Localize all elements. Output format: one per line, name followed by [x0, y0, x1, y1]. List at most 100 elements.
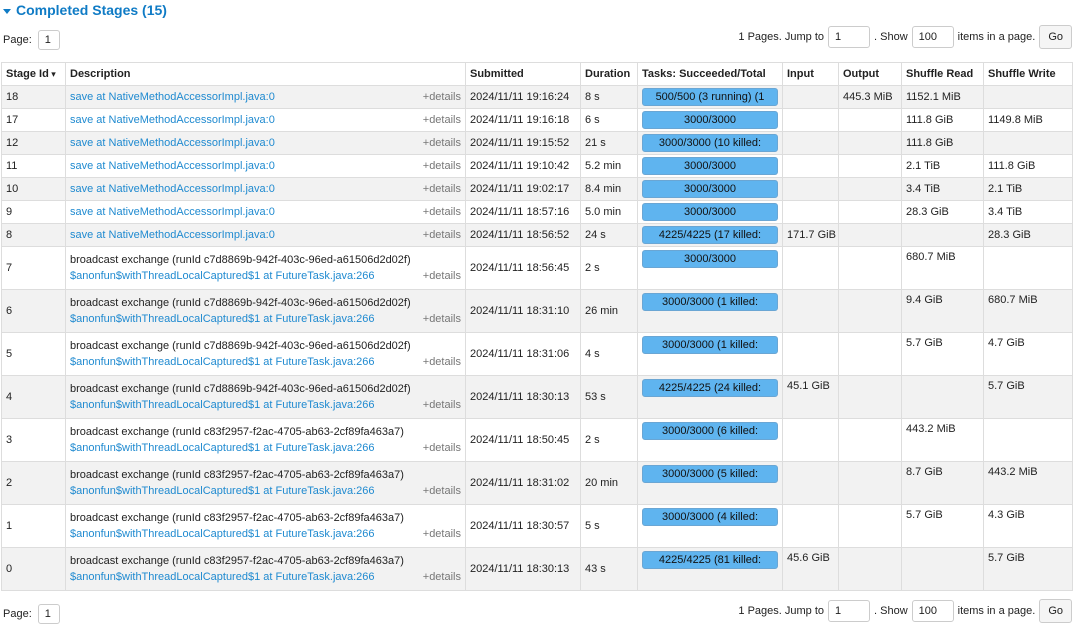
stage-id: 3 — [1, 418, 66, 462]
call-site-link[interactable]: save at NativeMethodAccessorImpl.java:0 — [70, 137, 275, 149]
description-lines: broadcast exchange (runId c83f2957-f2ac-… — [70, 424, 404, 456]
details-toggle[interactable]: +details — [422, 528, 461, 540]
details-toggle[interactable]: +details — [422, 313, 461, 325]
duration: 53 s — [580, 375, 638, 419]
description-lines: broadcast exchange (runId c7d8869b-942f-… — [70, 295, 411, 327]
details-toggle[interactable]: +details — [422, 114, 461, 126]
page-number[interactable]: 1 — [37, 604, 60, 624]
shuffle-write — [983, 418, 1073, 462]
show-input[interactable]: 100 — [911, 26, 954, 48]
column-header[interactable]: Shuffle Read — [901, 62, 984, 86]
call-site-link[interactable]: save at NativeMethodAccessorImpl.java:0 — [70, 206, 275, 218]
call-site-link[interactable]: $anonfun$withThreadLocalCaptured$1 at Fu… — [70, 571, 375, 583]
shuffle-read: 111.8 GiB — [901, 131, 984, 155]
input: 45.6 GiB — [782, 547, 839, 591]
call-site-link[interactable]: $anonfun$withThreadLocalCaptured$1 at Fu… — [70, 356, 375, 368]
page-label: Page: — [3, 608, 32, 620]
submitted: 2024/11/11 18:30:57 — [465, 504, 581, 548]
details-toggle[interactable]: +details — [422, 399, 461, 411]
jump-input[interactable]: 1 — [828, 26, 871, 48]
duration: 43 s — [580, 547, 638, 591]
stage-row: 10 save at NativeMethodAccessorImpl.java:… — [1, 177, 1073, 201]
stage-row: 0 broadcast exchange (runId c83f2957-f2ac… — [1, 547, 1073, 591]
go-button[interactable]: Go — [1039, 599, 1072, 623]
call-site-link[interactable]: $anonfun$withThreadLocalCaptured$1 at Fu… — [70, 442, 375, 454]
column-header[interactable]: Duration — [580, 62, 638, 86]
pages-text: 1 Pages. Jump to — [738, 31, 825, 43]
input — [782, 131, 839, 155]
call-site-link[interactable]: $anonfun$withThreadLocalCaptured$1 at Fu… — [70, 313, 375, 325]
task-progress: 4225/4225 (24 killed: — [642, 379, 778, 397]
job-description: broadcast exchange (runId c7d8869b-942f-… — [70, 340, 411, 352]
stage-row: 9 save at NativeMethodAccessorImpl.java:0… — [1, 200, 1073, 224]
column-header[interactable]: Submitted — [465, 62, 581, 86]
call-site-link[interactable]: save at NativeMethodAccessorImpl.java:0 — [70, 91, 275, 103]
stage-row: 7 broadcast exchange (runId c7d8869b-942f… — [1, 246, 1073, 290]
input — [782, 289, 839, 333]
shuffle-read: 3.4 TiB — [901, 177, 984, 201]
column-header[interactable]: Description — [65, 62, 466, 86]
stage-row: 17 save at NativeMethodAccessorImpl.java:… — [1, 108, 1073, 132]
shuffle-write — [983, 131, 1073, 155]
shuffle-write: 28.3 GiB — [983, 223, 1073, 247]
details-toggle[interactable]: +details — [422, 160, 461, 172]
call-site-link[interactable]: save at NativeMethodAccessorImpl.java:0 — [70, 160, 275, 172]
duration: 8.4 min — [580, 177, 638, 201]
page-number[interactable]: 1 — [37, 30, 60, 50]
details-toggle[interactable]: +details — [422, 442, 461, 454]
call-site-link[interactable]: $anonfun$withThreadLocalCaptured$1 at Fu… — [70, 528, 375, 540]
shuffle-read: 5.7 GiB — [901, 504, 984, 548]
shuffle-read: 443.2 MiB — [901, 418, 984, 462]
input — [782, 246, 839, 290]
details-toggle[interactable]: +details — [422, 206, 461, 218]
call-site-link[interactable]: save at NativeMethodAccessorImpl.java:0 — [70, 114, 275, 126]
input: 45.1 GiB — [782, 375, 839, 419]
stage-id: 7 — [1, 246, 66, 290]
column-header[interactable]: Tasks: Succeeded/Total — [637, 62, 783, 86]
call-site-link[interactable]: $anonfun$withThreadLocalCaptured$1 at Fu… — [70, 399, 375, 411]
output — [838, 418, 902, 462]
stage-row: 6 broadcast exchange (runId c7d8869b-942f… — [1, 289, 1073, 333]
duration: 2 s — [580, 246, 638, 290]
show-input[interactable]: 100 — [911, 600, 954, 622]
task-progress: 3000/3000 (1 killed: — [642, 293, 778, 311]
details-toggle[interactable]: +details — [422, 229, 461, 241]
pagination: Page: 1 1 Pages. Jump to 1. Show 100 items in… — [0, 25, 1072, 51]
call-site: $anonfun$withThreadLocalCaptured$1 at Fu… — [70, 311, 411, 327]
column-header[interactable]: Output — [838, 62, 902, 86]
details-toggle[interactable]: +details — [422, 485, 461, 497]
description-lines: broadcast exchange (runId c83f2957-f2ac-… — [70, 467, 404, 499]
call-site-link[interactable]: $anonfun$withThreadLocalCaptured$1 at Fu… — [70, 270, 375, 282]
description-cell: save at NativeMethodAccessorImpl.java:0 +… — [65, 131, 466, 155]
section-title[interactable]: Completed Stages (15) — [3, 2, 167, 18]
details-toggle[interactable]: +details — [422, 183, 461, 195]
details-toggle[interactable]: +details — [422, 137, 461, 149]
input — [782, 177, 839, 201]
description: broadcast exchange (runId c83f2957-f2ac-… — [70, 424, 461, 456]
jump-input[interactable]: 1 — [828, 600, 871, 622]
details-toggle[interactable]: +details — [422, 270, 461, 282]
shuffle-write: 5.7 GiB — [983, 375, 1073, 419]
details-toggle[interactable]: +details — [422, 91, 461, 103]
input: 171.7 GiB — [782, 223, 839, 247]
description-lines: save at NativeMethodAccessorImpl.java:0 — [70, 135, 275, 151]
tasks-cell: 3000/3000 (1 killed: — [637, 332, 783, 376]
details-toggle[interactable]: +details — [422, 356, 461, 368]
description-lines: save at NativeMethodAccessorImpl.java:0 — [70, 181, 275, 197]
call-site-link[interactable]: save at NativeMethodAccessorImpl.java:0 — [70, 229, 275, 241]
stage-id: 1 — [1, 504, 66, 548]
call-site-link[interactable]: save at NativeMethodAccessorImpl.java:0 — [70, 183, 275, 195]
go-button[interactable]: Go — [1039, 25, 1072, 49]
column-header[interactable]: Shuffle Write — [983, 62, 1073, 86]
details-toggle[interactable]: +details — [422, 571, 461, 583]
column-header[interactable]: Input — [782, 62, 839, 86]
shuffle-write: 443.2 MiB — [983, 461, 1073, 505]
column-header[interactable]: Stage Id — [1, 62, 66, 86]
stage-id: 10 — [1, 177, 66, 201]
stage-row: 5 broadcast exchange (runId c7d8869b-942f… — [1, 332, 1073, 376]
tasks-cell: 3000/3000 — [637, 108, 783, 132]
output — [838, 332, 902, 376]
call-site-link[interactable]: $anonfun$withThreadLocalCaptured$1 at Fu… — [70, 485, 375, 497]
task-progress: 3000/3000 (4 killed: — [642, 508, 778, 526]
input — [782, 418, 839, 462]
